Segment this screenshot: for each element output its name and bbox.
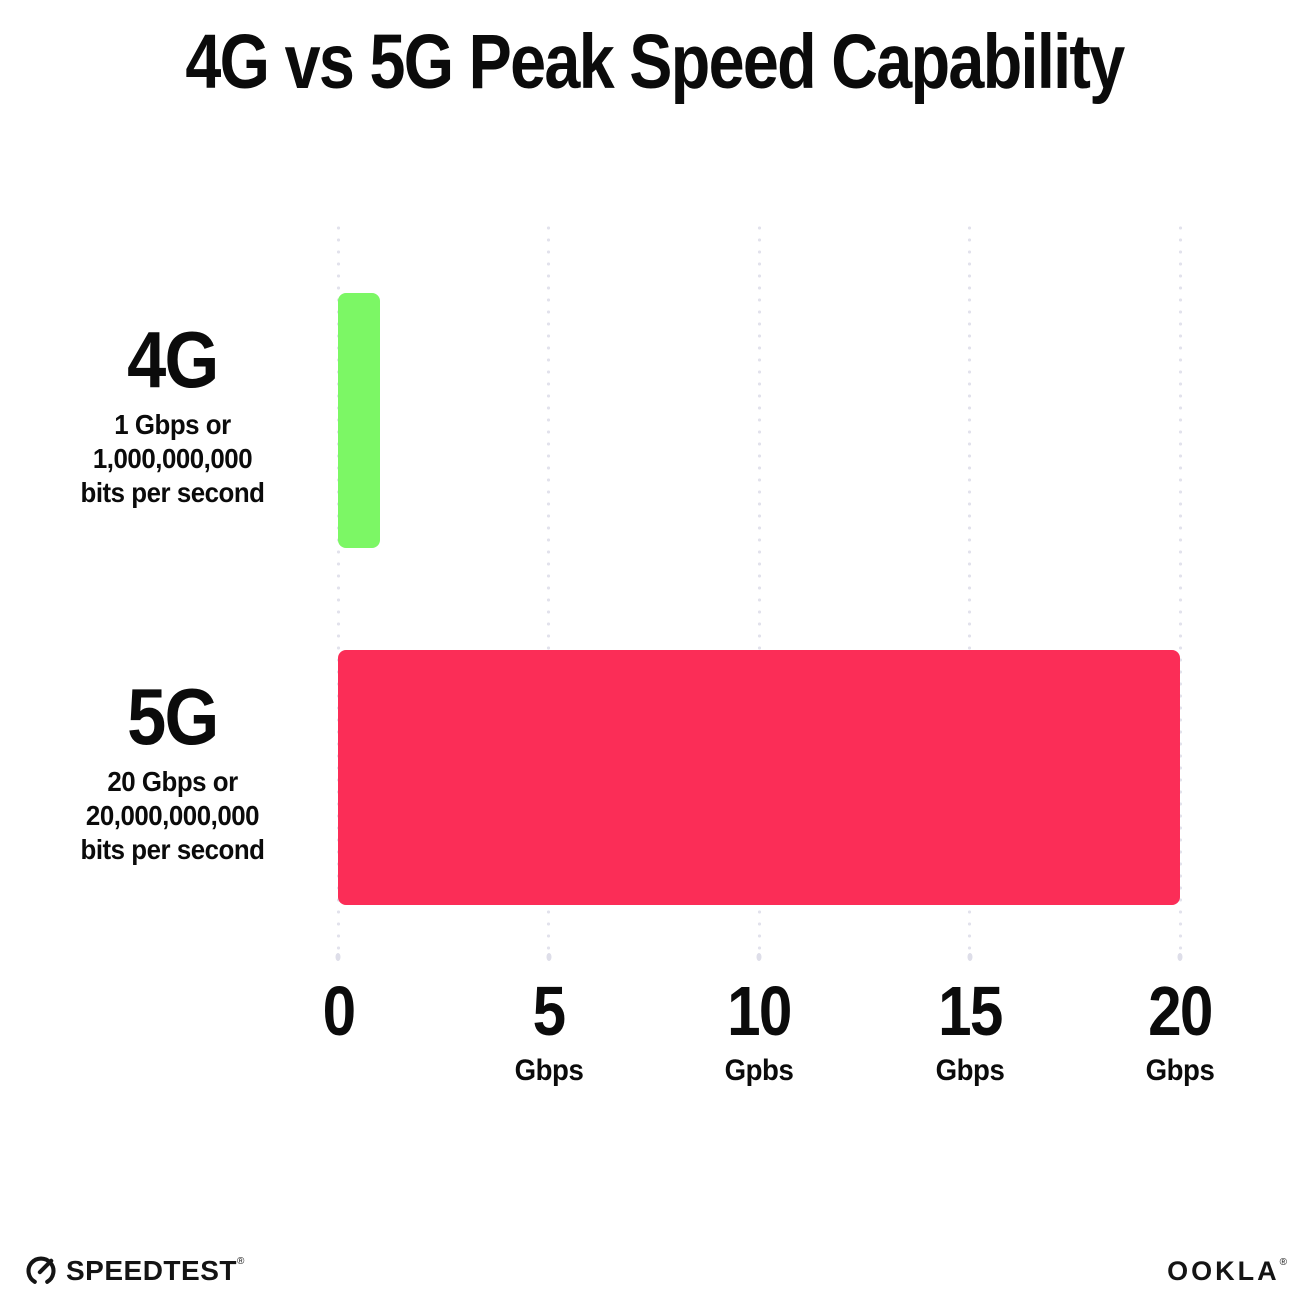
ookla-wordmark: OOKLA — [1167, 1256, 1280, 1286]
x-tick-unit: Gbps — [514, 1054, 583, 1087]
row-label-subline: 20 Gbps or — [107, 765, 238, 797]
x-tick-number: 20 — [1148, 972, 1213, 1050]
row-label-description: 20 Gbps or 20,000,000,000 bits per second — [39, 764, 307, 866]
x-tick-5: 5 Gbps — [439, 976, 659, 1088]
page-title: 4G vs 5G Peak Speed Capability — [184, 19, 1125, 105]
row-label-description: 1 Gbps or 1,000,000,000 bits per second — [39, 407, 307, 509]
row-label-4g: 4G 1 Gbps or 1,000,000,000 bits per second — [30, 319, 315, 509]
speedtest-wordmark: SPEEDTEST® — [66, 1255, 245, 1286]
x-tick-unit: Gbps — [935, 1054, 1004, 1087]
x-tick-15: 15 Gbps — [860, 976, 1080, 1088]
row-label-subline: bits per second — [80, 476, 265, 508]
x-tick-unit: Gbps — [1145, 1054, 1215, 1087]
title-row: 4G vs 5G Peak Speed Capability — [0, 18, 1308, 107]
speedtest-trademark: ® — [236, 1256, 245, 1267]
x-tick-number: 10 — [727, 972, 792, 1050]
row-label-subline: bits per second — [80, 833, 265, 865]
gridline-5 — [547, 222, 550, 950]
row-label-title: 4G — [127, 314, 219, 404]
speedometer-icon — [24, 1254, 58, 1288]
x-tick-unit — [237, 1054, 439, 1088]
x-tick-number: 5 — [532, 972, 566, 1050]
gridline-20 — [1178, 222, 1182, 950]
row-label-subline: 1,000,000,000 — [92, 442, 253, 474]
ookla-logo: OOKLA® — [1167, 1256, 1290, 1287]
x-tick-10: 10 Gpbs — [649, 976, 869, 1088]
bar-5g — [338, 650, 1180, 905]
row-label-subline: 20,000,000,000 — [85, 799, 260, 831]
gridline-10 — [757, 222, 761, 950]
x-tick-0: 0 — [228, 976, 448, 1088]
bar-4g — [338, 293, 381, 548]
gridline-15 — [968, 222, 971, 950]
x-tick-number: 0 — [322, 972, 355, 1050]
speedtest-logo: SPEEDTEST® — [24, 1254, 245, 1288]
x-tick-unit: Gpbs — [724, 1054, 794, 1087]
row-label-subline: 1 Gbps or — [114, 408, 231, 440]
row-label-title: 5G — [127, 671, 219, 761]
ookla-trademark: ® — [1279, 1257, 1290, 1268]
gridline-0 — [336, 222, 340, 950]
x-tick-20: 20 Gbps — [1070, 976, 1290, 1088]
row-label-5g: 5G 20 Gbps or 20,000,000,000 bits per secon… — [30, 676, 315, 866]
x-tick-number: 15 — [937, 972, 1003, 1050]
